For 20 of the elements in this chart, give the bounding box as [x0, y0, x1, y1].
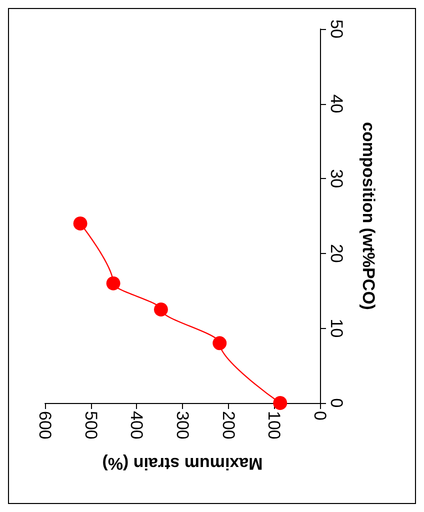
x-tick-label: 300 [173, 411, 192, 440]
x-tick-label: 0 [310, 411, 330, 420]
y-tick-label: 30 [327, 169, 346, 188]
y-tick-label: 0 [327, 398, 346, 408]
y-axis-title: composition (wt%PCO) [359, 122, 378, 310]
x-tick-label: 400 [127, 411, 146, 440]
point [273, 396, 288, 410]
point [73, 216, 88, 230]
x-tick-label: 200 [218, 411, 238, 440]
x-tick-label: 600 [36, 411, 54, 440]
y-tick-label: 20 [327, 244, 346, 263]
x-tick-label: 100 [264, 411, 284, 440]
x-axis-title: Maximum strain (%) [102, 454, 263, 473]
point [106, 276, 120, 290]
x-tick-label: 500 [81, 411, 100, 440]
y-tick-label: 40 [327, 94, 346, 114]
point [212, 336, 227, 350]
y-tick-label: 10 [327, 318, 346, 338]
y-tick-label: 50 [327, 20, 346, 38]
point [154, 302, 168, 316]
